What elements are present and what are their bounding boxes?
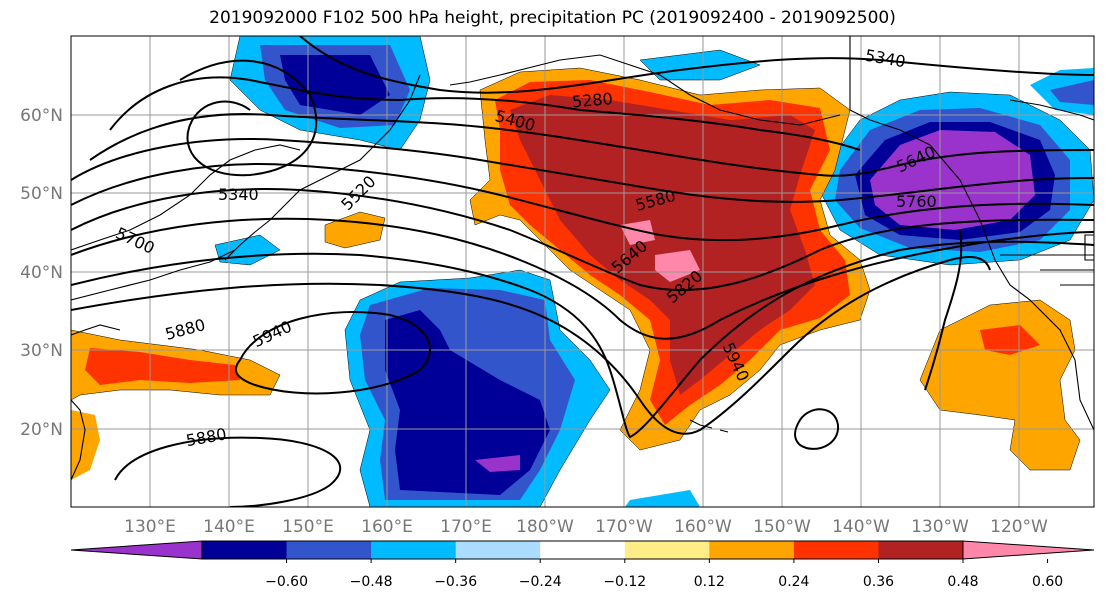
map-frame: [70, 35, 1095, 508]
lon-label: 150°E: [282, 517, 334, 537]
colorbar-segment: [202, 541, 288, 559]
colorbar-tick-label: 0.60: [1032, 574, 1063, 590]
lon-label: 140°E: [203, 517, 255, 537]
lat-label: 40°N: [20, 263, 63, 283]
lon-label: 170°W: [595, 517, 653, 537]
lat-label: 60°N: [20, 106, 63, 126]
lon-label: 170°E: [440, 517, 492, 537]
lon-label: 160°E: [361, 517, 413, 537]
colorbar-tick-label: 0.24: [778, 574, 809, 590]
gridlines: [71, 36, 1094, 507]
lon-label: 130°W: [911, 517, 969, 537]
lon-label: 120°W: [990, 517, 1048, 537]
colorbar-segment: [286, 541, 372, 559]
colorbar-segment: [371, 541, 457, 559]
contour-label: 5340: [218, 185, 259, 204]
colorbar: −0.60 −0.48 −0.36 −0.24 −0.12 0.12 0.24 0.36 0.4…: [70, 540, 1095, 590]
colorbar-frame: [201, 540, 964, 560]
colorbar-tick-label: 0.12: [694, 574, 725, 590]
colorbar-tick-label: 0.48: [947, 574, 978, 590]
height-contours: [71, 36, 1094, 507]
colorbar-extend-low: [71, 541, 202, 559]
lon-label: 160°W: [674, 517, 732, 537]
contour-label: 5280: [571, 89, 613, 111]
colorbar-segment: [878, 541, 964, 559]
colorbar-segments: [71, 541, 1094, 559]
colorbar-tick-label: −0.12: [603, 574, 646, 590]
colorbar-tick-label: −0.60: [265, 574, 308, 590]
colorbar-segment: [455, 541, 541, 559]
lat-label: 30°N: [20, 341, 63, 361]
lat-label: 20°N: [20, 420, 63, 440]
colorbar-segment: [793, 541, 879, 559]
latitude-labels: 60°N 50°N 40°N 30°N 20°N: [20, 106, 63, 440]
colorbar-segment: [624, 541, 710, 559]
lon-label: 140°W: [832, 517, 890, 537]
contour-label: 5760: [896, 192, 937, 211]
map-panel: 5340 5280 5400 5520 5340 5700 5580 5640 …: [71, 36, 1094, 507]
colorbar-tick-label: −0.36: [434, 574, 477, 590]
map-title: 2019092000 F102 500 hPa height, precipit…: [209, 8, 896, 28]
colorbar-segment: [540, 541, 626, 559]
lon-label: 130°E: [124, 517, 176, 537]
lat-label: 50°N: [20, 184, 63, 204]
colorbar-extend-high: [963, 541, 1094, 559]
colorbar-ticks: −0.60 −0.48 −0.36 −0.24 −0.12 0.12 0.24 0.36 0.4…: [265, 559, 1063, 590]
colorbar-tick-label: −0.48: [350, 574, 393, 590]
colorbar-tick-label: 0.36: [863, 574, 894, 590]
colorbar-tick-label: −0.24: [519, 574, 562, 590]
colorbar-segment: [709, 541, 795, 559]
lon-label: 180°W: [516, 517, 574, 537]
lon-label: 150°W: [753, 517, 811, 537]
longitude-labels: 130°E 140°E 150°E 160°E 170°E 180°W 170°…: [124, 517, 1048, 537]
